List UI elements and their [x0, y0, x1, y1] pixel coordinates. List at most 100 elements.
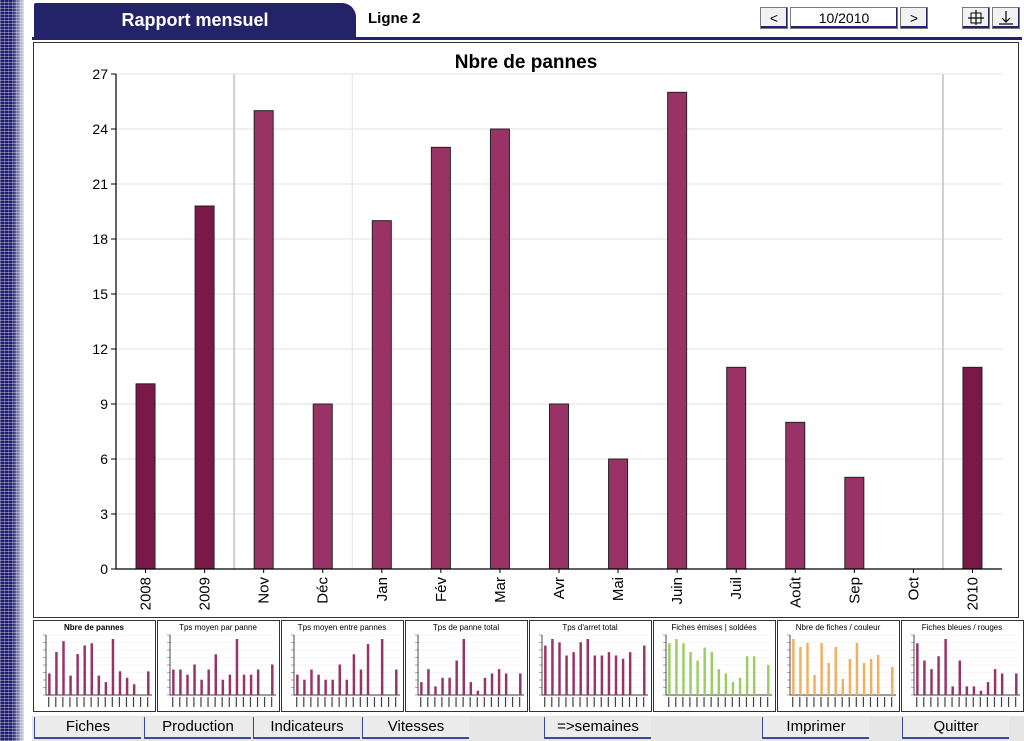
thumb-bar [820, 643, 823, 695]
thumbnail-title: Tps moyen par panne [179, 623, 257, 632]
bottom-button-7[interactable]: Quitter [902, 717, 1009, 739]
thumbnail-chart-8[interactable]: Fiches bleues / rouges [901, 620, 1024, 712]
x-tick-label: Mar [492, 577, 509, 603]
thumb-x-label [951, 697, 953, 707]
thumbnail-chart-2[interactable]: Tps moyen par panne [157, 620, 280, 712]
thumb-x-label [476, 697, 478, 707]
thumb-x-label [820, 697, 822, 707]
thumb-bar [256, 669, 260, 695]
x-tick-label: 2009 [197, 577, 214, 610]
thumbnail-chart-4[interactable]: Tps de panne total [405, 620, 528, 712]
thumb-bar [696, 660, 699, 695]
thumb-x-label [249, 697, 252, 707]
thumb-bar [668, 643, 671, 695]
y-tick-label: 27 [92, 66, 108, 82]
thumb-x-label [420, 697, 422, 707]
thumb-x-label [147, 697, 149, 707]
thumb-bar [1000, 673, 1004, 695]
thumb-bar [462, 639, 465, 695]
thumbnail-chart-6[interactable]: Fiches émises | soldées [653, 620, 776, 712]
thumbnail-chart-5[interactable]: Tps d'arret total [529, 620, 652, 712]
thumb-bar [296, 674, 299, 695]
bottom-button-6[interactable]: Imprimer [762, 717, 869, 739]
thumb-x-label [242, 697, 244, 707]
bottom-button-1[interactable]: Fiches [34, 717, 141, 739]
thumb-bar [745, 656, 749, 695]
thumb-x-label [930, 697, 932, 707]
thumb-x-label [745, 697, 748, 707]
bottom-button-4[interactable]: Vitesses [362, 717, 469, 739]
y-tick-label: 6 [100, 451, 108, 467]
thumb-bar [55, 651, 58, 695]
thumb-bar [579, 642, 582, 695]
thumb-x-label [614, 697, 616, 707]
move-button[interactable] [962, 7, 990, 29]
thumb-x-label [395, 697, 397, 707]
thumbnail-title: Tps de panne total [433, 623, 499, 632]
thumb-bar [62, 641, 65, 695]
thumb-x-label [519, 697, 521, 707]
thumb-x-label [668, 697, 670, 707]
bottom-button-3[interactable]: Indicateurs [253, 717, 360, 739]
thumb-x-label [767, 697, 769, 707]
thumbnail-title: Tps moyen entre pannes [298, 623, 387, 632]
thumb-x-label [207, 697, 209, 707]
prev-period-button[interactable]: < [760, 7, 788, 29]
thumb-bar [434, 686, 437, 695]
thumb-bar [427, 669, 430, 695]
thumb-x-label [139, 697, 142, 707]
thumb-x-label [916, 697, 918, 707]
thumbnail-chart-3[interactable]: Tps moyen entre pannes [281, 620, 404, 712]
thumb-bar [221, 679, 225, 695]
thumb-bar [186, 674, 189, 695]
thumbnail-chart-1[interactable]: Nbre de pannes [33, 620, 156, 712]
thumb-x-label [607, 697, 609, 707]
thumb-x-label [834, 697, 836, 707]
thumb-bar [172, 669, 175, 695]
thumb-bar [111, 639, 115, 695]
y-tick-label: 15 [92, 286, 108, 302]
thumb-bar [958, 660, 961, 695]
thumb-bar [855, 643, 859, 695]
thumb-x-label [1000, 697, 1003, 707]
thumb-bar [118, 671, 122, 695]
thumb-bar [324, 679, 327, 695]
download-button[interactable] [992, 7, 1020, 29]
thumb-bar [76, 654, 79, 695]
thumb-x-label [69, 697, 71, 707]
thumb-x-label [551, 697, 553, 707]
thumb-x-label [338, 697, 340, 707]
thumb-bar [643, 645, 646, 695]
period-field[interactable]: 10/2010 [790, 7, 898, 29]
thumb-bar [214, 654, 217, 695]
move-crosshair-icon [968, 10, 984, 25]
thumb-x-label [675, 697, 677, 707]
thumb-bar [519, 673, 522, 695]
thumb-bar [235, 639, 239, 695]
bottom-button-5[interactable]: =>semaines [544, 717, 651, 739]
thumb-bar [207, 669, 210, 695]
thumb-bar [147, 671, 150, 695]
thumb-bar [993, 669, 997, 695]
thumb-x-label [427, 697, 429, 707]
thumb-bar [593, 655, 597, 695]
thumb-bar [572, 652, 575, 695]
thumb-x-label [90, 697, 92, 707]
x-tick-label: 2008 [138, 577, 155, 610]
bottom-button-2[interactable]: Production [144, 717, 251, 739]
thumb-x-label [944, 697, 946, 707]
thumb-bar [675, 639, 678, 695]
report-title-tab[interactable]: Rapport mensuel [34, 3, 356, 37]
thumb-bar [862, 663, 866, 695]
thumbnail-chart-7[interactable]: Nbre de fiches / couleur [777, 620, 900, 712]
thumb-x-label [827, 697, 829, 707]
thumbnail-plot: Fiches émises | soldées [663, 623, 772, 707]
thumb-x-label [317, 697, 319, 707]
thumb-x-label [345, 697, 347, 707]
thumb-bar [869, 659, 873, 695]
thumb-bar [338, 664, 341, 695]
thumb-bar [565, 655, 568, 695]
thumb-bar [916, 643, 919, 695]
next-period-button[interactable]: > [900, 7, 928, 29]
thumb-x-label [48, 697, 50, 707]
